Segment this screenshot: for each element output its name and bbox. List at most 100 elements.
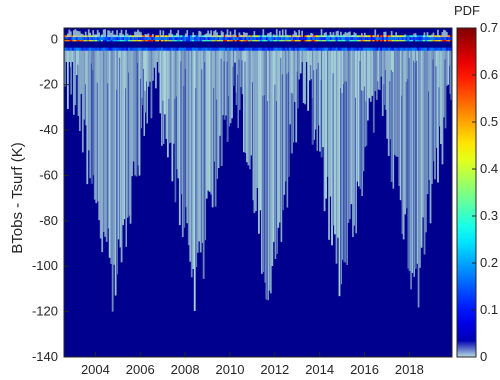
pdf-top-fringe xyxy=(234,29,236,38)
pdf-streak xyxy=(377,81,379,90)
pdf-peak-edge xyxy=(432,47,435,51)
pdf-spread-column xyxy=(198,48,201,242)
pdf-top-fringe xyxy=(126,33,129,38)
pdf-peak-edge xyxy=(205,47,208,51)
pdf-top-fringe xyxy=(229,31,232,38)
pdf-top-fringe xyxy=(80,33,83,38)
pdf-spread-column xyxy=(219,48,221,136)
y-tick-label: -40 xyxy=(39,122,58,137)
pdf-spread-column xyxy=(326,48,329,177)
pdf-spread-column xyxy=(64,48,66,87)
pdf-peak-edge xyxy=(314,37,317,41)
pdf-streak xyxy=(141,97,143,106)
pdf-top-fringe xyxy=(347,32,350,38)
pdf-top-fringe xyxy=(292,34,295,38)
pdf-peak-edge xyxy=(75,47,78,51)
pdf-top-fringe xyxy=(205,33,208,38)
pdf-top-fringe xyxy=(390,31,393,38)
pdf-peak-edge xyxy=(285,37,288,41)
pdf-peak-edge xyxy=(252,37,255,41)
pdf-peak-edge xyxy=(269,47,272,51)
pdf-peak-edge xyxy=(411,37,414,41)
pdf-spread-column xyxy=(322,48,324,148)
pdf-streak xyxy=(365,101,367,146)
pdf-spread-column xyxy=(108,48,111,258)
pdf-peak-edge xyxy=(242,47,245,51)
pdf-peak-edge xyxy=(337,37,340,41)
pdf-spread-column xyxy=(308,48,311,81)
pdf-top-fringe xyxy=(159,30,162,38)
pdf-top-fringe xyxy=(244,32,247,38)
pdf-spread-column xyxy=(89,48,92,179)
pdf-spread-column xyxy=(114,48,117,296)
pdf-peak-edge xyxy=(238,37,241,41)
pdf-streak xyxy=(360,90,362,196)
pdf-peak-edge xyxy=(230,47,234,51)
pdf-spread-column xyxy=(123,48,126,220)
pdf-peak-edge xyxy=(331,37,334,41)
pdf-peak-edge xyxy=(391,47,395,51)
pdf-peak-edge xyxy=(209,47,212,51)
pdf-top-fringe xyxy=(89,32,92,38)
pdf-peak-edge xyxy=(244,37,247,41)
pdf-streak xyxy=(228,95,230,127)
pdf-top-fringe xyxy=(134,31,136,38)
pdf-spread-column xyxy=(104,48,107,237)
pdf-spread-column xyxy=(225,48,227,116)
pdf-peak-edge xyxy=(190,37,193,41)
pdf-peak-edge xyxy=(217,47,220,51)
pdf-peak-edge xyxy=(164,37,168,41)
pdf-peak-edge xyxy=(436,47,439,51)
pdf-streak xyxy=(363,86,365,147)
pdf-peak-edge xyxy=(364,37,367,41)
pdf-top-fringe xyxy=(84,31,87,38)
pdf-peak-edge xyxy=(176,37,179,41)
pdf-peak-edge xyxy=(422,47,426,51)
pdf-peak-edge xyxy=(112,47,115,51)
pdf-peak-edge xyxy=(345,47,348,51)
pdf-spread-column xyxy=(222,48,224,116)
pdf-peak-edge xyxy=(287,47,290,51)
pdf-spread-column xyxy=(283,48,286,195)
pdf-spread-column xyxy=(410,48,413,290)
pdf-peak-edge xyxy=(438,37,441,41)
pdf-peak-edge xyxy=(428,47,431,51)
pdf-spread-column xyxy=(365,48,368,146)
pdf-streak xyxy=(311,98,313,145)
pdf-peak-edge xyxy=(341,37,344,41)
pdf-peak-edge xyxy=(250,37,253,41)
pdf-spread-column xyxy=(163,48,166,115)
pdf-peak-edge xyxy=(372,37,375,41)
pdf-spread-column xyxy=(187,48,190,246)
pdf-peak-edge xyxy=(353,37,356,41)
pdf-spread-column xyxy=(356,48,359,182)
pdf-spread-column xyxy=(398,48,401,187)
pdf-streak xyxy=(392,72,394,189)
pdf-streak xyxy=(287,72,289,177)
pdf-streak xyxy=(405,81,407,209)
pdf-spread-column xyxy=(135,48,138,177)
pdf-top-fringe xyxy=(352,34,354,38)
pdf-peak-edge xyxy=(180,47,183,51)
pdf-peak-edge xyxy=(327,47,331,51)
pdf-peak-edge xyxy=(228,37,232,41)
pdf-top-fringe xyxy=(423,32,426,38)
pdf-peak-edge xyxy=(226,47,230,51)
pdf-spread-column xyxy=(177,48,180,179)
pdf-streak xyxy=(238,59,240,110)
pdf-spread-column xyxy=(71,48,74,63)
pdf-top-fringe xyxy=(98,32,101,38)
pdf-peak-edge xyxy=(331,47,334,51)
pdf-peak-edge xyxy=(193,37,197,41)
pdf-spread-column xyxy=(446,48,448,86)
pdf-peak-edge xyxy=(215,47,218,51)
pdf-top-fringe xyxy=(114,34,117,38)
pdf-peak-edge xyxy=(96,37,100,41)
pdf-peak-edge xyxy=(407,47,410,51)
pdf-top-fringe xyxy=(144,34,147,38)
pdf-top-fringe xyxy=(414,33,417,38)
pdf-spread-column xyxy=(378,48,381,91)
pdf-peak-edge xyxy=(188,37,191,41)
pdf-peak-edge xyxy=(343,37,346,41)
pdf-peak-edge xyxy=(399,37,402,41)
